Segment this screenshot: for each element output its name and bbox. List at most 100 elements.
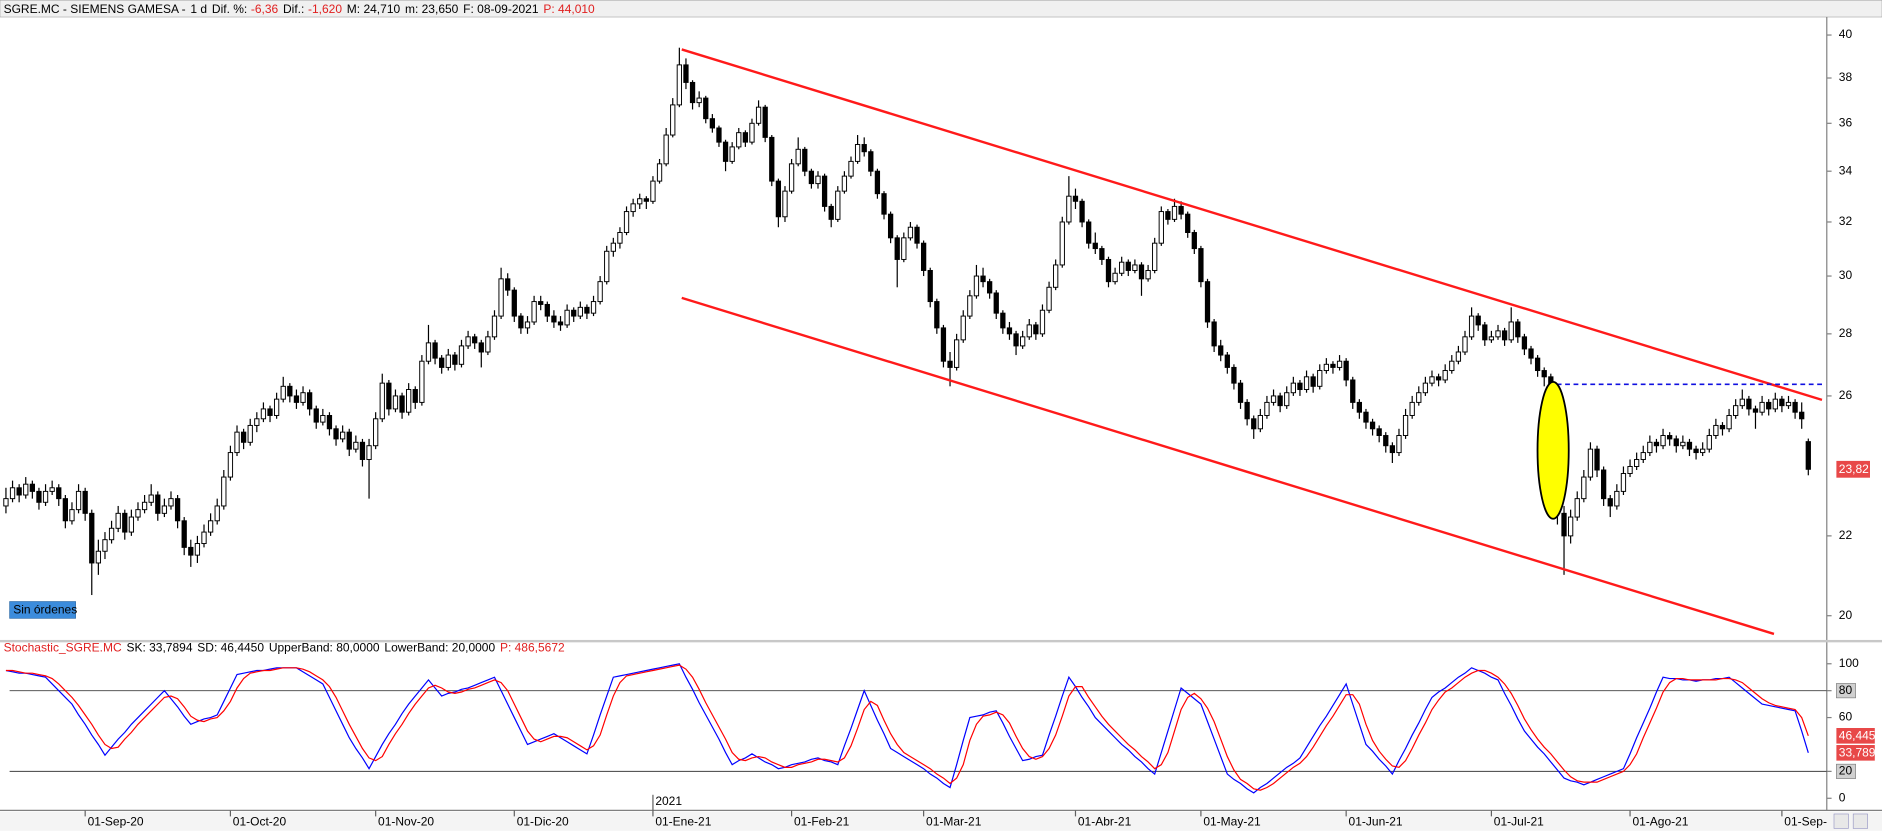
candle-body (1541, 370, 1547, 378)
candle-body (1251, 418, 1257, 430)
y-tick-label: 20 (1839, 608, 1853, 622)
candle-body (762, 106, 768, 138)
candle-body (472, 336, 478, 344)
candle-body (1191, 232, 1197, 250)
candle-body (703, 97, 709, 120)
candle-body (736, 132, 742, 148)
candle-body (1257, 415, 1263, 430)
candle-body (1779, 398, 1785, 407)
y-tick-label: 26 (1839, 388, 1853, 402)
zoom-icon[interactable] (1833, 813, 1849, 829)
candle-body (1594, 448, 1600, 471)
candle-body (313, 408, 319, 423)
candle-body (1277, 395, 1283, 407)
candle-body (1039, 309, 1046, 335)
orders-button[interactable] (9, 601, 76, 619)
candle-body (439, 357, 445, 368)
candle-body (828, 205, 834, 220)
candle-body (815, 175, 821, 185)
candle-body (1416, 392, 1422, 403)
candle-body (696, 97, 702, 104)
candle-body (1449, 360, 1455, 372)
scale-icon[interactable] (1852, 813, 1868, 829)
candle-body (742, 132, 749, 143)
symbol: SGRE.MC - SIEMENS GAMESA - (4, 2, 186, 16)
candle-body (1105, 258, 1112, 283)
candle-body (1013, 333, 1019, 347)
candle-body (333, 428, 339, 440)
candle-body (1343, 360, 1349, 381)
y-tick-label: 80 (1839, 683, 1853, 697)
y-tick-label: 36 (1839, 115, 1853, 129)
candle-body (1396, 435, 1402, 454)
candle-body (597, 281, 603, 303)
candle-body (643, 198, 649, 202)
candle-body (676, 64, 682, 106)
candle-body (392, 395, 399, 410)
candle-body (181, 520, 187, 548)
candle-body (1785, 401, 1792, 407)
candle-body (749, 122, 755, 143)
candle-body (584, 306, 590, 314)
candle-body (29, 483, 35, 492)
candle-body (505, 278, 511, 291)
candle-body (1660, 435, 1666, 447)
candle-body (135, 509, 141, 518)
high: M: 24,710 (347, 2, 401, 16)
band-label-box (1836, 763, 1856, 779)
candle-body (1667, 435, 1673, 440)
interval: 1 d (190, 2, 207, 16)
y-tick-label: 40 (1839, 27, 1853, 41)
x-tick-label: 01-Jun-21 (1349, 815, 1403, 829)
candle-body (194, 543, 201, 556)
candle-body (1442, 370, 1448, 381)
candle-body (346, 431, 352, 450)
x-tick-label: 01-Ago-21 (1632, 815, 1688, 829)
candle-body (1627, 466, 1633, 475)
y-tick-label: 22 (1839, 528, 1853, 542)
candle-body (538, 301, 544, 305)
candle-body (1363, 411, 1369, 423)
candle-body (907, 226, 914, 239)
candle-body (1521, 336, 1528, 350)
candle-body (1330, 363, 1336, 368)
candle-body (1673, 438, 1679, 447)
candle-body (1389, 445, 1396, 454)
candle-body (1429, 376, 1435, 384)
candle-body (1369, 421, 1376, 430)
p: P: 44,010 (543, 2, 595, 16)
candle-body (920, 242, 927, 271)
candle-body (478, 342, 484, 353)
candle-body (1198, 248, 1204, 283)
candle-body (610, 242, 616, 252)
candle-body (1693, 448, 1699, 454)
candle-body (359, 441, 366, 460)
x-tick-label: 01-Feb-21 (794, 815, 850, 829)
candle-body (1772, 398, 1778, 410)
lower-trendline (681, 296, 1775, 636)
candle-body (1726, 415, 1732, 430)
candle-body (1600, 469, 1607, 500)
candle-body (511, 289, 517, 317)
candle-body (141, 501, 148, 511)
candle-body (1336, 360, 1343, 368)
candle-body (901, 237, 907, 260)
candle-body (1475, 315, 1481, 326)
candle-body (62, 498, 69, 522)
indicator-line (5, 664, 1809, 791)
candle-body (432, 342, 438, 359)
candle-body (722, 141, 729, 162)
candle-body (161, 505, 168, 514)
candle-body (854, 144, 861, 162)
candle-body (1647, 441, 1653, 454)
orders-button-label[interactable]: Sin órdenes (13, 603, 77, 617)
candle-body (445, 354, 451, 368)
candle-body (689, 81, 696, 104)
candle-body (670, 104, 676, 136)
candle-body (379, 382, 385, 420)
stat: SK: 33,7894 (126, 641, 192, 655)
candle-body (320, 415, 326, 423)
candle-body (1495, 330, 1501, 338)
candle-body (128, 516, 135, 533)
